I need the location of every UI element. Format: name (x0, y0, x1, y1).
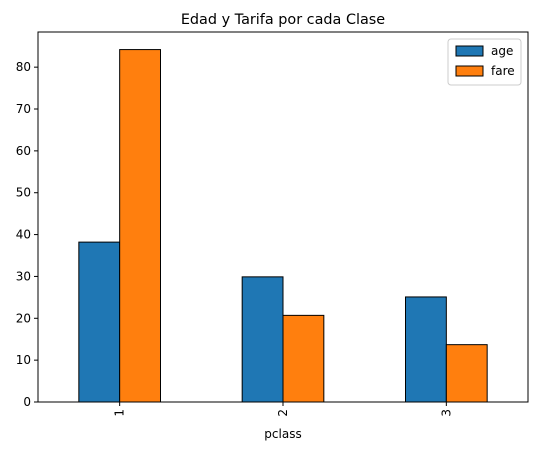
legend-label-age: age (491, 44, 513, 58)
x-axis-title: pclass (264, 427, 301, 441)
bar-fare-2 (282, 314, 325, 403)
y-tick-label: 80 (16, 60, 31, 74)
y-tick-label: 50 (16, 186, 31, 200)
x-tick-label: 1 (113, 409, 127, 417)
bar-fare-3 (445, 344, 488, 403)
plot-frame (37, 31, 529, 403)
legend: age fare (447, 38, 522, 86)
x-tick-label: 3 (439, 409, 453, 417)
y-tick-label: 40 (16, 228, 31, 242)
bars-group (78, 49, 488, 403)
x-axis: 1 2 3 (113, 402, 453, 417)
x-tick-label: 2 (276, 409, 290, 417)
legend-label-fare: fare (491, 64, 515, 78)
bar-age-1 (78, 241, 121, 403)
y-tick-label: 10 (16, 353, 31, 367)
y-tick-label: 70 (16, 102, 31, 116)
bar-fare-1 (119, 49, 161, 403)
y-tick-label: 30 (16, 269, 31, 283)
y-tick-label: 0 (23, 395, 31, 409)
y-tick-label: 20 (16, 311, 31, 325)
y-axis: 0 10 20 30 40 50 60 70 80 (16, 60, 38, 409)
bar-age-2 (241, 276, 284, 403)
legend-swatch-fare (455, 65, 484, 77)
chart-title: Edad y Tarifa por cada Clase (181, 12, 385, 28)
legend-swatch-age (455, 45, 484, 57)
bar-age-3 (405, 296, 447, 403)
y-tick-label: 60 (16, 144, 31, 158)
